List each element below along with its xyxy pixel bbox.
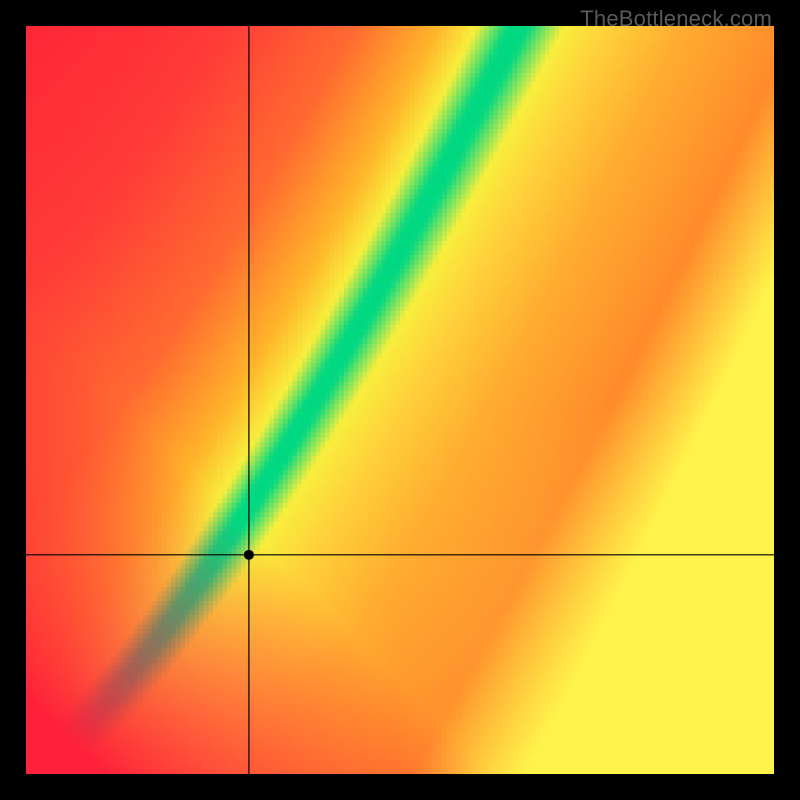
watermark-text: TheBottleneck.com [580,6,772,32]
heatmap-canvas [26,26,774,774]
bottleneck-heatmap [26,26,774,774]
